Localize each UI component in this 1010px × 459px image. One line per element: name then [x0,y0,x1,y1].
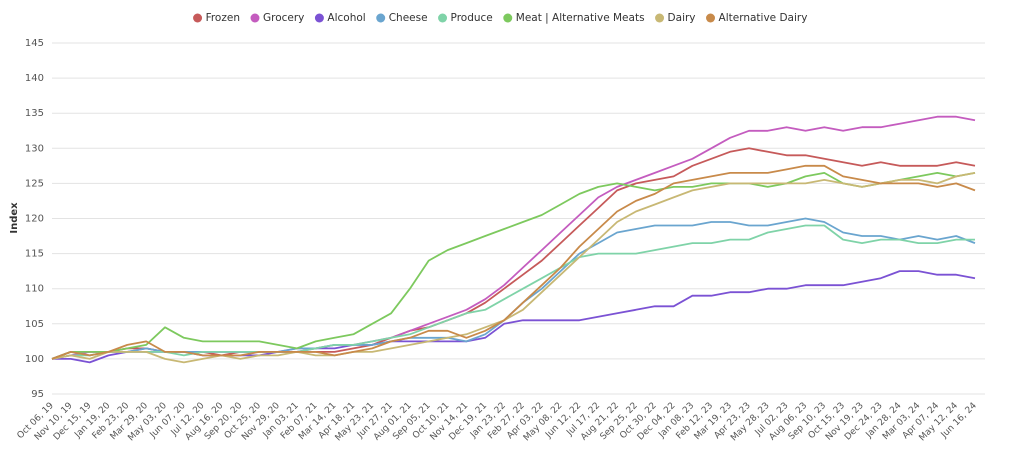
series-line [52,270,976,364]
y-tick-label: 135 [25,108,44,119]
y-tick-label: 145 [25,38,44,49]
y-tick-label: 95 [31,389,44,400]
y-tick-label: 120 [25,214,44,225]
legend-label: Alcohol [327,12,365,24]
series-line [51,172,976,364]
y-axis-label: Index [9,202,20,234]
series-line [51,164,976,360]
y-tick-label: 100 [25,354,44,365]
legend-marker [376,13,386,23]
legend-marker [193,13,203,23]
legend-label: Cheese [389,12,428,24]
legend-label: Produce [451,12,493,24]
legend-marker [250,13,260,23]
legend-marker [503,13,513,23]
legend: Frozen Grocery Alcohol Cheese Produce Meat | … [193,12,807,24]
legend-marker [314,13,324,23]
legend-label: Grocery [263,12,304,24]
legend-label: Alternative Dairy [719,12,808,24]
y-tick-label: 110 [25,284,44,295]
legend-marker [706,13,716,23]
legend-marker [655,13,665,23]
y-tick-label: 125 [25,178,44,189]
legend-label: Dairy [668,12,696,24]
y-tick-label: 140 [25,73,44,84]
y-tick-label: 130 [25,143,44,154]
legend-marker [438,13,448,23]
series-line [51,224,975,360]
y-tick-label: 115 [25,249,44,260]
legend-label: Meat | Alternative Meats [516,12,645,24]
series-line [51,172,976,360]
y-tick-label: 105 [25,319,44,330]
legend-label: Frozen [206,12,240,24]
